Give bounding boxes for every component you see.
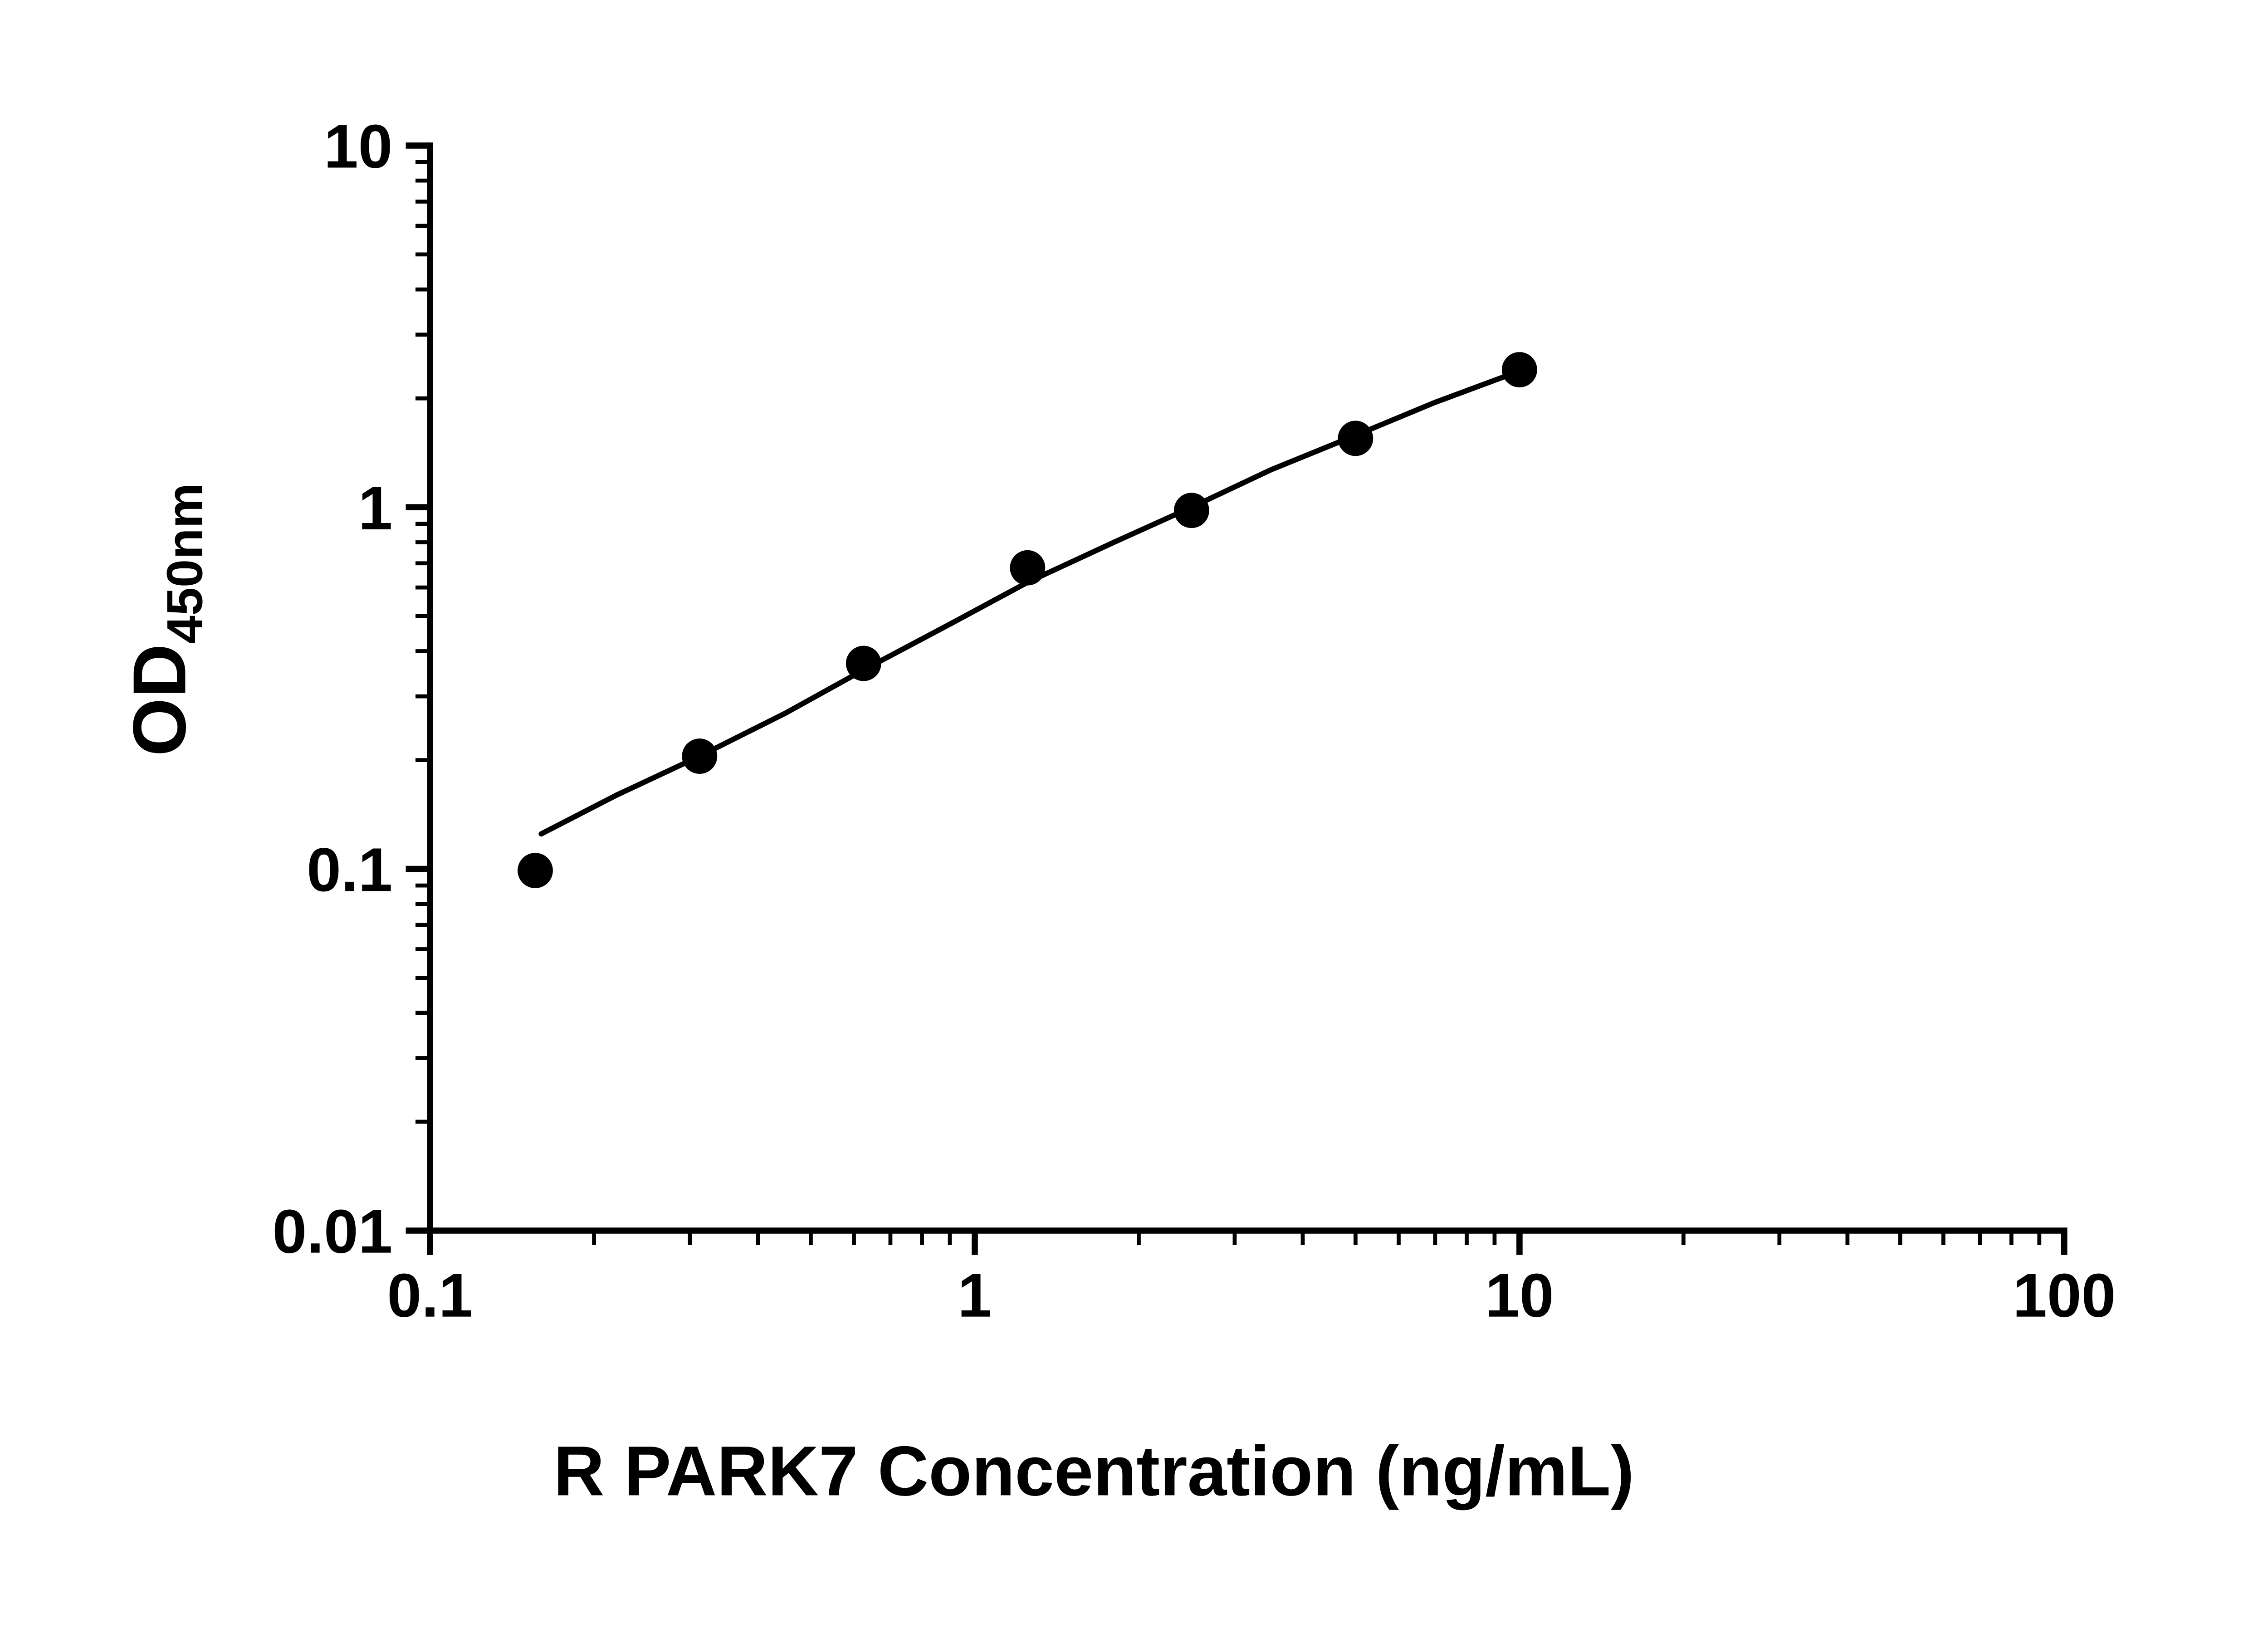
elisa-standard-curve-figure: 0.1 1 10 100 0.01 0.1 1 10 R PARK7 Concentratio… (117, 112, 2116, 1511)
data-point (1174, 493, 1209, 528)
data-point (682, 738, 718, 774)
y-tick-label: 0.1 (307, 835, 392, 904)
axis-spine (427, 142, 2068, 1234)
y-tick-label: 10 (324, 112, 392, 181)
x-tick-label: 100 (2013, 1261, 2116, 1330)
x-tick-label: 1 (958, 1261, 992, 1330)
x-tick-label: 0.1 (387, 1261, 473, 1330)
y-axis-title: OD450nm (117, 483, 213, 756)
x-axis-title: R PARK7 Concentration (ng/mL) (553, 1431, 1634, 1510)
data-point (846, 645, 881, 681)
data-point (1501, 352, 1537, 387)
data-point (1010, 550, 1046, 586)
y-tick-label: 1 (358, 474, 393, 543)
data-point (518, 853, 553, 888)
data-point (1338, 420, 1374, 456)
y-tick-label: 0.01 (272, 1197, 392, 1266)
y-axis-title-subscript: 450nm (156, 483, 213, 644)
x-tick-label: 10 (1485, 1261, 1554, 1330)
data-series (518, 352, 1537, 888)
y-axis-title-main: OD (117, 644, 201, 756)
